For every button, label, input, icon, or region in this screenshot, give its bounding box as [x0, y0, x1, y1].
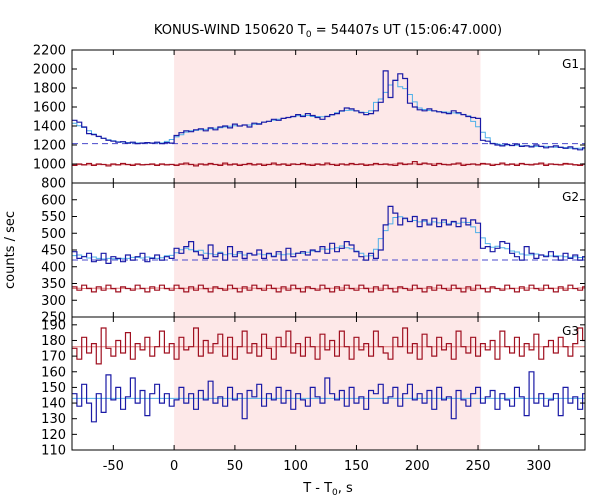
y-tick-label-G3-130: 130: [41, 412, 66, 427]
series-step-G3-2: [72, 371, 585, 423]
y-tick-label-G1-1000: 1000: [33, 158, 66, 173]
series-step-G1-2: [72, 161, 585, 167]
series-step-G3-1: [72, 327, 585, 365]
y-tick-label-G2-450: 450: [41, 244, 66, 259]
y-tick-label-G3-150: 150: [41, 381, 66, 396]
x-tick-label-50: 50: [227, 459, 244, 474]
y-tick-label-G2-550: 550: [41, 210, 66, 225]
y-tick-label-G3-120: 120: [41, 428, 66, 443]
y-tick-label-G2-300: 300: [41, 294, 66, 309]
series-step-G2-2: [72, 284, 585, 293]
y-tick-label-G3-180: 180: [41, 334, 66, 349]
y-tick-label-G3-170: 170: [41, 350, 66, 365]
y-tick-label-G2-500: 500: [41, 227, 66, 242]
y-tick-label-G3-160: 160: [41, 365, 66, 380]
panel-label-G1: G1: [562, 57, 579, 71]
x-tick-label-100: 100: [283, 459, 308, 474]
y-tick-label-G3-140: 140: [41, 397, 66, 412]
x-tick-label-200: 200: [405, 459, 430, 474]
y-tick-label-G2-600: 600: [41, 193, 66, 208]
y-axis-title: counts / sec: [3, 211, 18, 289]
y-tick-label-G2-350: 350: [41, 277, 66, 292]
x-tick-label--50: -50: [103, 459, 124, 474]
y-tick-label-G1-800: 800: [41, 177, 66, 192]
x-tick-label-150: 150: [344, 459, 369, 474]
y-tick-label-G1-1600: 1600: [33, 101, 66, 116]
y-tick-label-G2-250: 250: [41, 311, 66, 326]
y-tick-label-G3-190: 190: [41, 318, 66, 333]
y-tick-label-G1-1200: 1200: [33, 139, 66, 154]
series-step-G2-1: [72, 205, 585, 264]
plot-layer: 8001000120014001600180020002200G12503003…: [33, 44, 586, 474]
x-tick-label-0: 0: [170, 459, 178, 474]
y-tick-label-G1-2200: 2200: [33, 44, 66, 59]
x-tick-label-300: 300: [526, 459, 551, 474]
panel-label-G2: G2: [562, 190, 579, 204]
x-tick-label-250: 250: [466, 459, 491, 474]
y-tick-label-G1-1800: 1800: [33, 82, 66, 97]
highlight-interval: [174, 50, 481, 450]
panel-label-G3: G3: [562, 324, 579, 338]
y-tick-label-G1-2000: 2000: [33, 63, 66, 78]
x-axis-title: T - T0, s: [302, 481, 353, 498]
chart-title: KONUS-WIND 150620 T0 = 54407s UT (15:06:…: [154, 23, 502, 40]
panel-frame-G3: [71, 316, 586, 451]
y-tick-label-G2-400: 400: [41, 260, 66, 275]
y-tick-label-G3-110: 110: [41, 444, 66, 459]
series-step-G1-1: [72, 70, 585, 151]
y-tick-label-G1-1400: 1400: [33, 120, 66, 135]
